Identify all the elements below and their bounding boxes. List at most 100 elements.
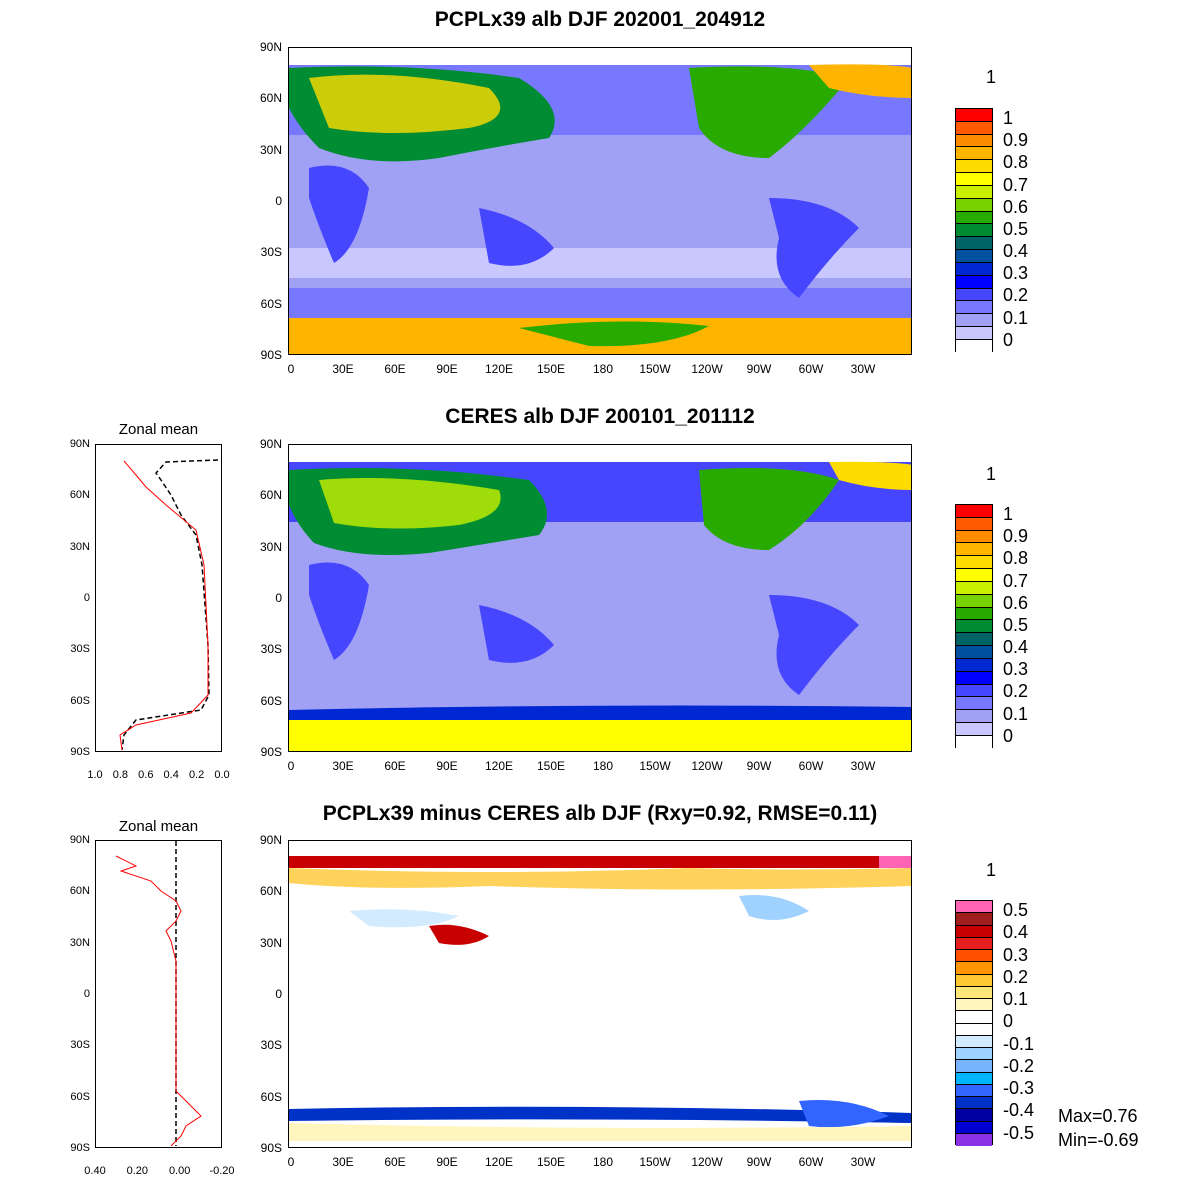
colorbar-label: 0	[1003, 725, 1014, 746]
longitude-tick-label: 30W	[850, 1155, 876, 1169]
colorbar-label: 0	[1003, 1011, 1014, 1032]
zonal-lat-tick-label: 30S	[70, 1039, 90, 1052]
longitude-tick-label: 120W	[691, 759, 723, 773]
colorbar-label: 0	[1003, 329, 1014, 350]
latitude-tick-label: 0	[275, 591, 282, 605]
colorbar-swatch	[956, 1097, 992, 1110]
colorbar-swatch	[956, 913, 992, 926]
zonal-lat-tick-label: 0	[83, 592, 90, 604]
colorbar-swatch	[956, 1060, 992, 1073]
longitude-tick-label: 60E	[384, 1155, 406, 1169]
colorbar-swatch	[956, 620, 992, 634]
zonal-mean-title-abs: Zonal mean	[118, 421, 199, 438]
longitude-tick-label: 60W	[798, 759, 824, 773]
zonal-lat-tick-label: 30N	[69, 936, 90, 949]
colorbar-label: 0.4	[1003, 241, 1029, 262]
latitude-tick-label: 60N	[259, 884, 282, 899]
longitude-tick-label: 90W	[746, 759, 772, 773]
zonal-lat-tick-label: 60N	[69, 885, 90, 898]
colorbar-label: 0.9	[1003, 130, 1029, 151]
colorbar-swatch	[956, 658, 992, 672]
longitude-tick-label: 60W	[798, 362, 824, 376]
colorbar-label: 0.8	[1003, 548, 1029, 569]
longitude-tick-label: 120W	[691, 1155, 723, 1169]
longitude-tick-label: 150E	[536, 362, 566, 376]
colorbar-label: 0.3	[1003, 944, 1029, 965]
colorbar-swatch	[956, 684, 992, 698]
latitude-tick-label: 30N	[259, 142, 282, 157]
colorbar-swatch	[956, 962, 992, 975]
longitude-tick-label: 30E	[332, 759, 354, 773]
latitude-tick-label: 90S	[260, 348, 282, 362]
zonal-lat-tick-label: 0	[83, 988, 90, 1000]
panel1-title: PCPLx39 alb DJF 202001_204912	[434, 8, 766, 31]
zonal-x-tick-label: 0.00	[168, 1165, 191, 1177]
zonal-x-tick-label: 0.6	[138, 769, 154, 781]
colorbar-swatch	[956, 505, 992, 518]
zonal-x-tick-label: 0.8	[112, 769, 129, 781]
longitude-tick-label: 180	[592, 362, 614, 376]
panel3-title: PCPLx39 minus CERES alb DJF (Rxy=0.92, R…	[322, 802, 878, 825]
colorbar-swatch	[956, 950, 992, 963]
model-albedo-map	[288, 47, 912, 355]
min-value: Min=-0.69	[1058, 1130, 1139, 1150]
colorbar-swatch	[956, 327, 992, 340]
zonal-lat-tick-label: 60N	[69, 489, 90, 502]
colorbar-swatch	[956, 901, 992, 914]
colorbar-swatch	[956, 646, 992, 659]
zonal-x-tick-label: 0.4	[163, 769, 179, 781]
latitude-tick-label: 90N	[259, 833, 282, 847]
zonal-lat-tick-label: 30N	[69, 540, 90, 553]
longitude-tick-label: 120W	[691, 362, 723, 376]
colorbar-label: -0.2	[1003, 1055, 1035, 1076]
colorbar-swatch	[956, 250, 992, 263]
colorbar-label: -0.5	[1003, 1122, 1035, 1143]
longitude-tick-label: 150W	[639, 362, 671, 376]
longitude-tick-label: 120E	[484, 362, 514, 376]
colorbar-label: 0.5	[1003, 900, 1029, 920]
colorbar-swatch	[956, 1011, 992, 1024]
colorbar-swatch	[956, 301, 992, 315]
colorbar-label: -0.1	[1003, 1033, 1035, 1054]
colorbar-swatch	[956, 530, 992, 544]
longitude-tick-label: 0	[287, 759, 295, 773]
colorbar-label: 1	[1003, 504, 1014, 524]
longitude-tick-label: 90E	[436, 362, 458, 376]
longitude-tick-label: 30W	[850, 759, 876, 773]
colorbar-swatch	[956, 1109, 992, 1122]
colorbar-swatch	[956, 543, 992, 557]
zonal-lat-tick-label: 60S	[70, 1090, 90, 1103]
colorbar-label: 0.8	[1003, 152, 1029, 173]
difference-albedo-map	[288, 840, 912, 1148]
longitude-tick-label: 30W	[850, 362, 876, 376]
latitude-tick-label: 30N	[259, 935, 282, 950]
colorbar-label: 0.2	[1003, 681, 1029, 702]
colorbar-label: 0.6	[1003, 196, 1029, 217]
zonal-x-tick-label: 1.0	[87, 769, 103, 781]
longitude-tick-label: 60W	[798, 1155, 824, 1169]
colorbar-swatch	[956, 339, 992, 353]
latitude-tick-label: 60S	[260, 1089, 282, 1104]
colorbar-swatch	[956, 198, 992, 212]
colorbar3-unit: 1	[986, 860, 997, 880]
zonal-x-tick-label: 0.2	[188, 769, 205, 781]
colorbar-swatch	[956, 607, 992, 621]
colorbar-label: 0.7	[1003, 174, 1029, 195]
colorbar-swatch	[956, 314, 992, 328]
colorbar-label: 0.4	[1003, 637, 1029, 658]
latitude-tick-label: 90S	[260, 1141, 282, 1155]
colorbar-swatch	[956, 147, 992, 161]
colorbar-swatch	[956, 109, 992, 122]
panel2-title: CERES alb DJF 200101_201112	[445, 405, 755, 428]
longitude-tick-label: 90W	[746, 1155, 772, 1169]
latitude-tick-label: 90N	[259, 437, 282, 451]
zonal-x-tick-label: 0.0	[214, 769, 230, 781]
colorbar-swatch	[956, 1072, 992, 1085]
longitude-tick-label: 90W	[746, 362, 772, 376]
colorbar-swatch	[956, 275, 992, 289]
colorbar-swatch	[956, 925, 992, 938]
colorbar-swatch	[956, 134, 992, 148]
colorbar-difference	[955, 900, 993, 1146]
zonal-lat-tick-label: 60S	[70, 694, 90, 707]
colorbar-swatch	[956, 288, 992, 302]
